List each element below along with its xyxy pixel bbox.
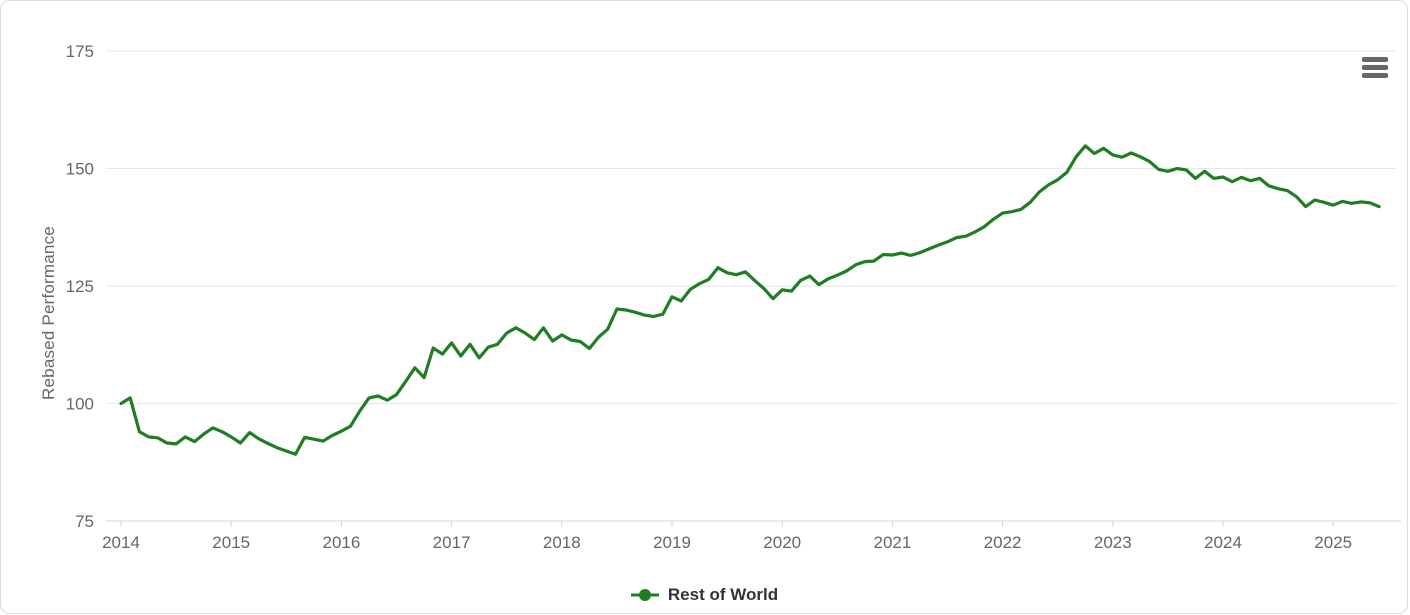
svg-text:2021: 2021 <box>873 533 911 552</box>
menu-bar-icon <box>1362 65 1388 70</box>
svg-text:125: 125 <box>66 277 94 296</box>
legend-item-rest-of-world[interactable]: Rest of World <box>630 585 778 605</box>
svg-text:2025: 2025 <box>1314 533 1352 552</box>
legend-line-marker-icon <box>630 589 659 601</box>
svg-text:2024: 2024 <box>1204 533 1242 552</box>
legend-label: Rest of World <box>667 585 779 604</box>
svg-text:2018: 2018 <box>543 533 581 552</box>
svg-text:2019: 2019 <box>653 533 691 552</box>
chart-legend: Rest of World <box>1 585 1407 605</box>
svg-text:2015: 2015 <box>212 533 250 552</box>
y-axis-title: Rebased Performance <box>39 226 58 400</box>
svg-text:2020: 2020 <box>763 533 801 552</box>
svg-text:100: 100 <box>66 395 94 414</box>
svg-text:2014: 2014 <box>102 533 140 552</box>
menu-bar-icon <box>1362 57 1388 62</box>
svg-text:2022: 2022 <box>984 533 1022 552</box>
svg-text:175: 175 <box>66 42 94 61</box>
svg-text:150: 150 <box>66 160 94 179</box>
svg-text:2016: 2016 <box>322 533 360 552</box>
svg-text:2023: 2023 <box>1094 533 1132 552</box>
svg-text:75: 75 <box>75 512 94 531</box>
svg-text:2017: 2017 <box>433 533 471 552</box>
menu-bar-icon <box>1362 73 1388 78</box>
chart-context-menu-button[interactable] <box>1362 55 1388 80</box>
